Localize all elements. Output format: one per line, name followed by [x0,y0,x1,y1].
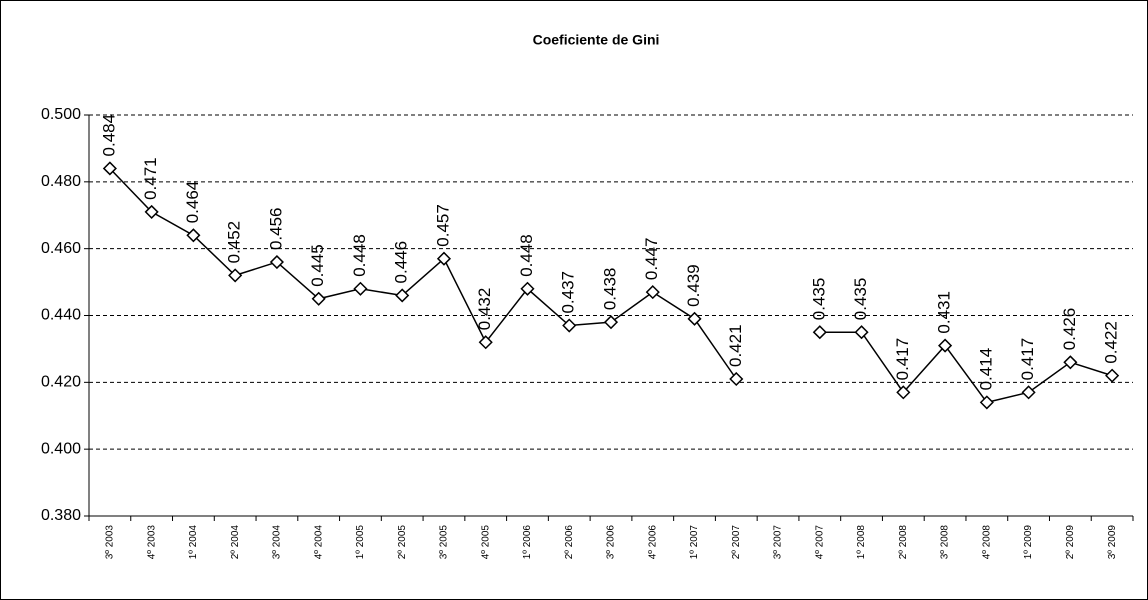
marker [645,285,660,300]
marker [729,371,744,387]
data-label: 0.417 [893,338,912,381]
data-label: 0.448 [517,234,536,277]
marker [1063,355,1078,370]
y-tick-label: 0.400 [41,440,81,457]
data-label: 0.439 [684,264,703,307]
x-tick-label: 3º 2008 [940,525,951,560]
data-label: 0.426 [1060,308,1079,351]
x-tick-label: 2º 2006 [564,525,575,560]
marker [311,291,326,306]
x-tick-label: 2º 2007 [731,525,742,560]
data-label: 0.452 [225,221,244,264]
data-label: 0.422 [1102,321,1121,364]
x-tick-label: 2º 2004 [230,525,241,560]
chart-title: Coeficiente de Gini [533,32,660,48]
x-tick-label: 2º 2005 [397,525,408,560]
x-tick-label: 4º 2004 [313,525,324,560]
data-label: 0.457 [433,204,452,247]
data-label: 0.438 [600,268,619,311]
y-tick-label: 0.480 [41,173,81,190]
marker [228,268,243,283]
marker [812,325,827,340]
x-tick-label: 1º 2004 [188,525,199,560]
marker [938,338,953,353]
x-tick-label: 1º 2006 [522,525,533,560]
marker [144,204,159,219]
x-tick-label: 3º 2003 [105,525,116,560]
data-label: 0.446 [392,241,411,284]
x-tick-label: 1º 2008 [856,525,867,560]
x-tick-label: 4º 2005 [480,525,491,560]
marker [269,254,284,270]
y-tick-label: 0.380 [41,507,81,524]
data-label: 0.484 [99,114,118,157]
marker [102,161,117,176]
marker [353,281,368,296]
data-label: 0.445 [308,244,327,287]
x-tick-label: 1º 2005 [355,525,366,560]
data-label: 0.421 [726,324,745,367]
y-tick-label: 0.460 [41,240,81,257]
x-tick-label: 4º 2008 [981,525,992,560]
x-tick-label: 4º 2006 [647,525,658,560]
marker [896,385,911,400]
y-tick-label: 0.420 [41,374,81,391]
marker [562,318,577,333]
data-label: 0.471 [141,157,160,200]
marker [520,281,535,296]
data-label: 0.432 [475,288,494,331]
x-tick-label: 3º 2007 [773,525,784,560]
marker [478,335,493,350]
marker [687,311,702,326]
data-label: 0.435 [809,278,828,321]
y-tick-label: 0.500 [41,106,81,123]
marker [1021,385,1036,400]
x-tick-label: 1º 2009 [1023,525,1034,560]
x-tick-label: 4º 2003 [146,525,157,560]
x-tick-label: 3º 2009 [1107,525,1118,560]
data-label: 0.417 [1018,338,1037,381]
marker [436,251,452,266]
x-tick-label: 3º 2005 [439,525,450,560]
x-tick-label: 3º 2004 [272,525,283,560]
x-tick-label: 2º 2008 [898,525,909,560]
data-label: 0.431 [935,291,954,334]
marker [979,395,994,410]
marker [603,315,619,330]
data-label: 0.464 [183,181,202,224]
data-label: 0.435 [851,278,870,321]
x-tick-label: 3º 2006 [606,525,617,560]
marker [186,228,201,243]
data-label: 0.437 [559,271,578,314]
series-line [109,167,1113,404]
data-label: 0.414 [976,348,995,391]
marker [854,325,869,340]
x-tick-label: 4º 2007 [814,525,825,560]
y-tick-label: 0.440 [41,307,81,324]
data-label: 0.456 [266,207,285,250]
data-label: 0.448 [350,234,369,277]
marker [1105,368,1120,383]
data-label: 0.447 [642,238,661,281]
x-tick-label: 2º 2009 [1065,525,1076,560]
x-tick-label: 1º 2007 [689,525,700,560]
marker [395,288,410,303]
